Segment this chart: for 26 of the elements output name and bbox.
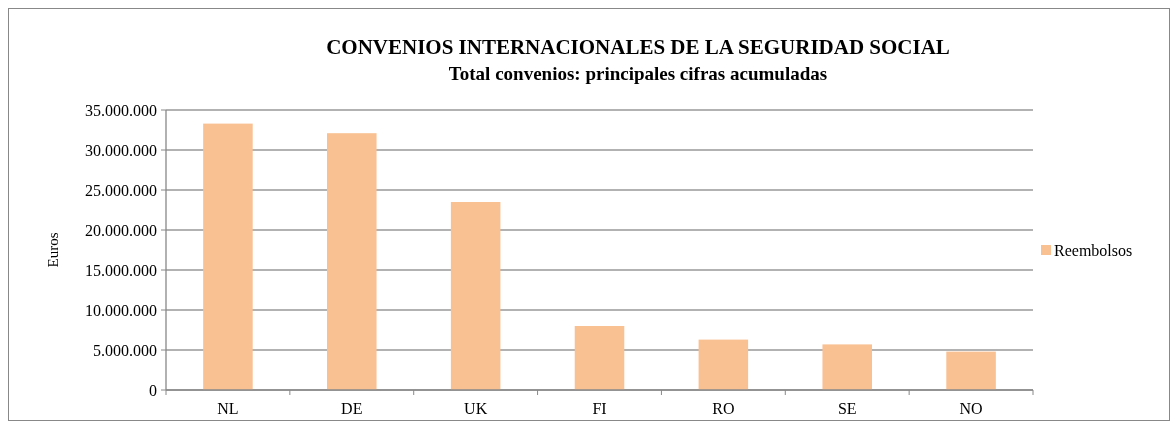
x-tick-label: UK xyxy=(464,400,488,417)
x-tick-label: RO xyxy=(712,400,735,417)
y-tick-label: 20.000.000 xyxy=(85,221,157,239)
chart-title: CONVENIOS INTERNACIONALES DE LA SEGURIDAD SOCIAL xyxy=(326,35,950,59)
bar xyxy=(946,351,996,390)
y-tick-label: 5.000.000 xyxy=(93,341,157,359)
y-tick-label: 30.000.000 xyxy=(85,141,157,159)
x-tick-label: SE xyxy=(837,400,857,417)
y-tick-label: 10.000.000 xyxy=(85,301,157,319)
chart-subtitle: Total convenios: principales cifras acumuladas xyxy=(448,63,828,84)
bar xyxy=(822,344,872,390)
bar xyxy=(327,133,377,390)
y-axis-title: Euros xyxy=(45,232,61,268)
bar xyxy=(203,123,253,390)
x-tick-label: FI xyxy=(592,400,607,417)
bar xyxy=(698,339,749,390)
y-tick-label: 25.000.000 xyxy=(85,181,157,199)
y-tick-label: 15.000.000 xyxy=(85,261,157,279)
y-tick-label: 35.000.000 xyxy=(85,101,157,119)
x-tick-label: NL xyxy=(217,400,239,417)
legend-label: Reembolsos xyxy=(1054,241,1133,259)
bar xyxy=(450,202,501,390)
x-tick-label: NO xyxy=(959,400,983,417)
bar xyxy=(574,326,625,390)
y-tick-label: 0 xyxy=(149,381,157,399)
x-tick-label: DE xyxy=(341,400,363,417)
